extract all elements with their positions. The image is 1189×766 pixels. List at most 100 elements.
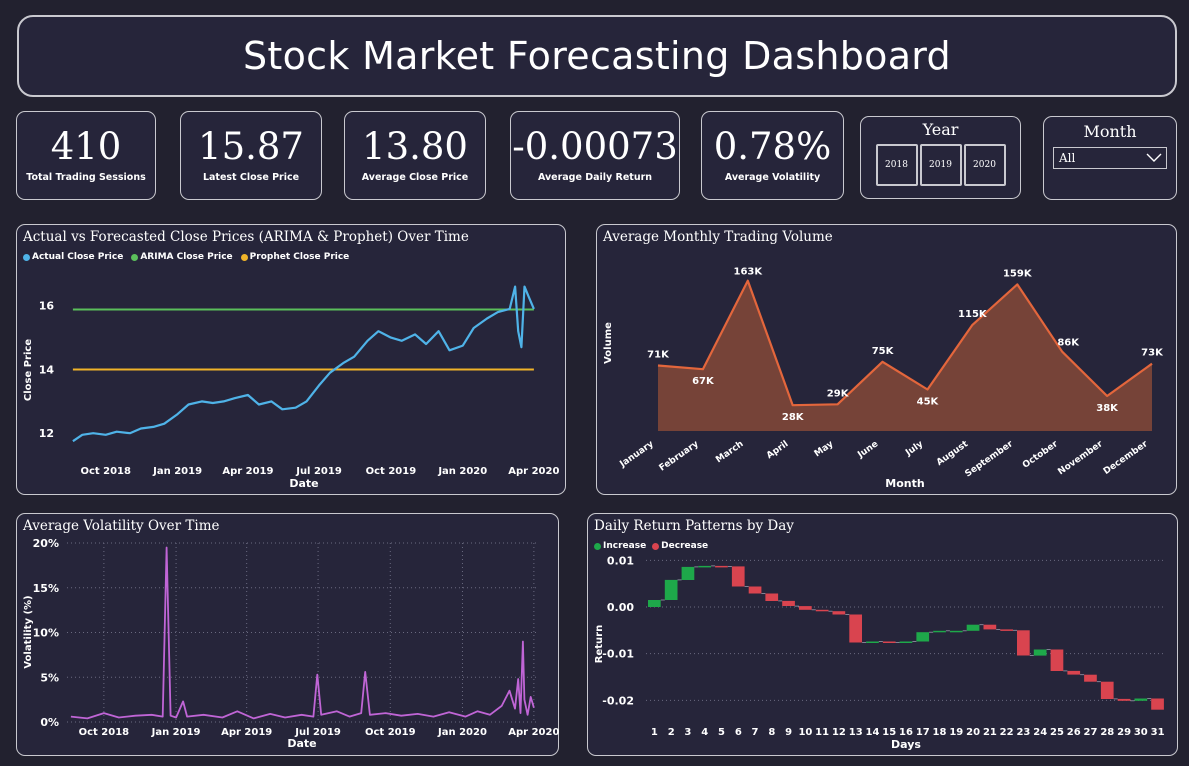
legend-label: Prophet Close Price <box>249 252 350 262</box>
x-tick-label: 1 <box>651 727 658 738</box>
x-tick-label: 28 <box>1100 727 1114 738</box>
x-tick-label: 13 <box>849 727 863 738</box>
x-tick-label: Jul 2019 <box>294 727 341 738</box>
waterfall-bar <box>815 609 829 612</box>
volatility-panel: Average Volatility Over Time 0% 5% 10% 15% 2… <box>16 513 559 756</box>
data-label: 45K <box>917 397 940 408</box>
chart-legend: Increase Decrease <box>594 541 708 551</box>
x-tick-label: 29 <box>1117 727 1131 738</box>
waterfall-bar <box>1017 630 1030 656</box>
kpi-card-total-sessions: 410 Total Trading Sessions <box>16 111 156 200</box>
legend-item-increase[interactable]: Increase <box>594 541 646 551</box>
monthly-volume-panel: Average Monthly Trading Volume 71K Januar… <box>596 224 1177 495</box>
waterfall-bar <box>782 600 795 606</box>
legend-item-prophet[interactable]: Prophet Close Price <box>240 252 350 262</box>
month-dropdown[interactable]: All <box>1053 147 1167 169</box>
kpi-value: 410 <box>50 125 122 169</box>
legend-dot <box>23 253 30 261</box>
x-tick-label: 21 <box>983 727 997 738</box>
waterfall-bar <box>1000 629 1013 631</box>
area-line <box>657 279 1153 407</box>
x-tick-label: Jul 2019 <box>295 466 342 477</box>
y-tick-label: 20% <box>33 537 59 550</box>
series-line-volatility <box>70 546 535 720</box>
data-label: 29K <box>827 388 850 399</box>
waterfall-bar <box>1050 649 1064 671</box>
year-button-2019[interactable]: 2019 <box>919 144 962 186</box>
kpi-value: -0.00073 <box>512 125 678 169</box>
data-label: 163K <box>734 267 764 278</box>
kpi-value: 13.80 <box>362 125 468 169</box>
x-axis-title: Days <box>891 738 921 751</box>
year-button-2020[interactable]: 2020 <box>963 144 1006 186</box>
y-tick-label: 0.01 <box>607 554 634 567</box>
kpi-card-average-close: 13.80 Average Close Price <box>344 111 486 200</box>
waterfall-bar <box>799 606 812 610</box>
x-tick-label: 20 <box>966 727 980 738</box>
x-tick-label: Oct 2018 <box>80 466 131 477</box>
area-fill <box>658 280 1152 431</box>
x-tick-label: 7 <box>752 727 759 738</box>
data-label: 67K <box>692 376 715 387</box>
y-tick-label: 10% <box>33 627 59 640</box>
x-tick-label: March <box>714 439 745 465</box>
y-axis-title: Volatility (%) <box>23 595 34 668</box>
waterfall-bar <box>715 565 728 568</box>
y-tick-label: -0.02 <box>602 694 634 707</box>
x-tick-label: Jan 2020 <box>437 727 487 738</box>
x-tick-label: September <box>964 439 1016 480</box>
data-label: 38K <box>1096 403 1119 414</box>
data-label: 75K <box>872 346 895 357</box>
month-slicer-title: Month <box>1083 122 1137 141</box>
legend-item-decrease[interactable]: Decrease <box>652 541 708 551</box>
x-tick-label: July <box>903 439 925 459</box>
year-slicer: Year 2018 2019 2020 <box>860 116 1021 199</box>
year-button-2018[interactable]: 2018 <box>875 144 918 186</box>
waterfall-bar <box>1117 698 1131 701</box>
waterfall-bar <box>933 630 946 633</box>
legend-label: ARIMA Close Price <box>140 252 233 262</box>
waterfall-bar <box>966 624 980 631</box>
waterfall-bar <box>748 586 762 594</box>
legend-item-actual[interactable]: Actual Close Price <box>23 252 123 262</box>
waterfall-bar <box>765 593 779 601</box>
x-tick-label: 17 <box>916 727 930 738</box>
legend-dot <box>240 253 248 261</box>
waterfall-bar <box>648 600 661 607</box>
waterfall-bar <box>1100 681 1114 699</box>
x-tick-label: 16 <box>899 727 913 738</box>
x-tick-label: 3 <box>684 727 691 738</box>
x-tick-label: Apr 2020 <box>508 466 559 477</box>
x-tick-label: April <box>765 439 790 461</box>
waterfall-bar <box>832 611 846 615</box>
month-slicer: Month All <box>1043 116 1177 200</box>
waterfall-bar <box>681 566 695 580</box>
kpi-label: Latest Close Price <box>202 171 300 183</box>
waterfall-bar <box>866 641 879 643</box>
x-axis-title: Date <box>287 737 316 750</box>
waterfall-bar <box>882 641 896 643</box>
kpi-value: 0.78% <box>713 125 832 169</box>
kpi-card-average-daily-return: -0.00073 Average Daily Return <box>510 111 680 200</box>
x-tick-label: December <box>1102 439 1150 477</box>
chart-title: Actual vs Forecasted Close Prices (ARIMA… <box>23 229 469 245</box>
chart-legend: Actual Close Price ARIMA Close Price Pro… <box>23 252 349 262</box>
x-tick-label: 18 <box>933 727 947 738</box>
x-tick-label: 5 <box>718 727 725 738</box>
x-tick-label: May <box>813 439 836 459</box>
x-axis-title: Month <box>885 477 924 490</box>
kpi-label: Average Volatility <box>724 171 821 183</box>
legend-label: Decrease <box>661 541 709 551</box>
x-tick-label: Oct 2019 <box>365 727 416 738</box>
kpi-value: 15.87 <box>198 125 304 169</box>
x-tick-label: Apr 2019 <box>222 466 273 477</box>
y-tick-label: 0% <box>40 716 59 729</box>
x-tick-label: 19 <box>949 727 963 738</box>
x-tick-label: 2 <box>668 727 675 738</box>
series-line-actual-close-price <box>72 285 535 443</box>
legend-item-arima[interactable]: ARIMA Close Price <box>131 252 233 262</box>
month-dropdown-value: All <box>1059 151 1076 165</box>
waterfall-bar <box>698 565 711 568</box>
data-label: 86K <box>1057 338 1080 349</box>
x-tick-label: 26 <box>1067 727 1081 738</box>
